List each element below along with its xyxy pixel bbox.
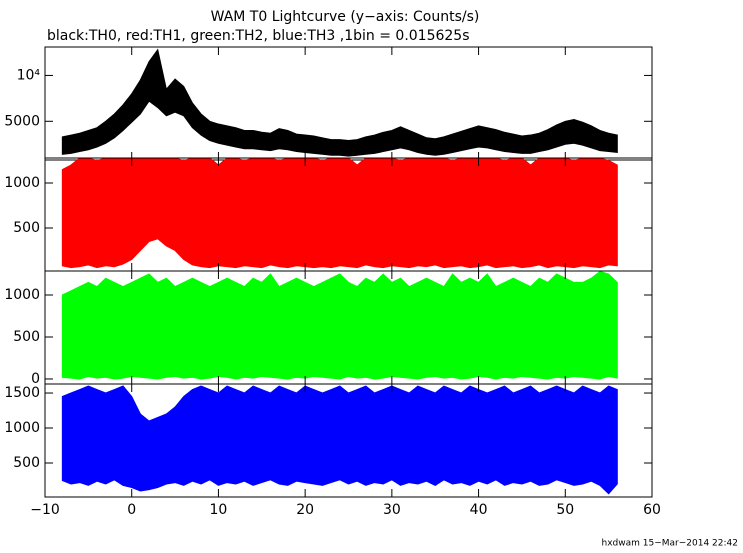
x-tick-label: 60 <box>643 502 661 518</box>
y-tick-label: 5000 <box>4 113 40 129</box>
y-tick-label: 500 <box>13 455 40 471</box>
lightcurve-band <box>61 158 618 269</box>
chart-title: WAM T0 Lightcurve (y−axis: Counts/s) <box>211 9 480 25</box>
x-tick-label: 30 <box>383 502 401 518</box>
y-tick-label: 10⁴ <box>17 67 41 83</box>
y-tick-label: 1000 <box>4 175 40 191</box>
x-tick-label: 20 <box>296 502 314 518</box>
lightcurve-band <box>61 385 618 495</box>
chart-subtitle: black:TH0, red:TH1, green:TH2, blue:TH3 … <box>47 28 470 44</box>
y-tick-label: 0 <box>31 371 40 387</box>
y-tick-label: 500 <box>13 220 40 236</box>
y-tick-label: 1000 <box>4 420 40 436</box>
x-tick-label: −10 <box>30 502 60 518</box>
lightcurve-band <box>61 48 618 157</box>
y-tick-label: 1500 <box>4 385 40 401</box>
x-tick-label: 0 <box>127 502 136 518</box>
y-tick-label: 500 <box>13 329 40 345</box>
x-tick-label: 40 <box>470 502 488 518</box>
x-tick-label: 50 <box>556 502 574 518</box>
footer: hxdwam 15−Mar−2014 22:42 <box>602 539 738 549</box>
x-tick-label: 10 <box>210 502 228 518</box>
lightcurve-band <box>61 271 618 380</box>
y-tick-label: 1000 <box>4 287 40 303</box>
panel-frame <box>44 383 653 498</box>
